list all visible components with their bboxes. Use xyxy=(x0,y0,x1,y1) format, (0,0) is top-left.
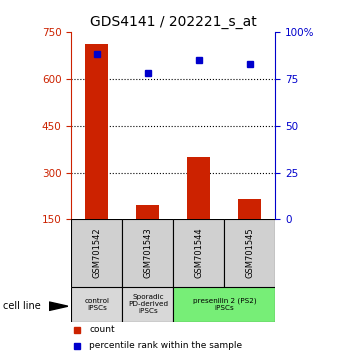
Text: percentile rank within the sample: percentile rank within the sample xyxy=(89,341,243,350)
Polygon shape xyxy=(49,302,68,310)
FancyBboxPatch shape xyxy=(122,219,173,287)
Text: GSM701543: GSM701543 xyxy=(143,228,152,279)
Text: cell line: cell line xyxy=(3,301,41,311)
FancyBboxPatch shape xyxy=(122,287,173,322)
Bar xyxy=(187,157,210,219)
FancyBboxPatch shape xyxy=(173,219,224,287)
FancyBboxPatch shape xyxy=(173,287,275,322)
Bar xyxy=(85,44,108,219)
Text: Sporadic
PD-derived
iPSCs: Sporadic PD-derived iPSCs xyxy=(128,295,168,314)
Title: GDS4141 / 202221_s_at: GDS4141 / 202221_s_at xyxy=(90,16,257,29)
FancyBboxPatch shape xyxy=(224,219,275,287)
Bar xyxy=(238,199,261,219)
FancyBboxPatch shape xyxy=(71,287,122,322)
Bar xyxy=(136,205,159,219)
Text: GSM701542: GSM701542 xyxy=(92,228,101,279)
Text: GSM701544: GSM701544 xyxy=(194,228,203,279)
Text: count: count xyxy=(89,325,115,334)
Text: control
IPSCs: control IPSCs xyxy=(84,298,109,311)
FancyBboxPatch shape xyxy=(71,219,122,287)
Text: presenilin 2 (PS2)
iPSCs: presenilin 2 (PS2) iPSCs xyxy=(192,298,256,311)
Text: GSM701545: GSM701545 xyxy=(245,228,254,279)
